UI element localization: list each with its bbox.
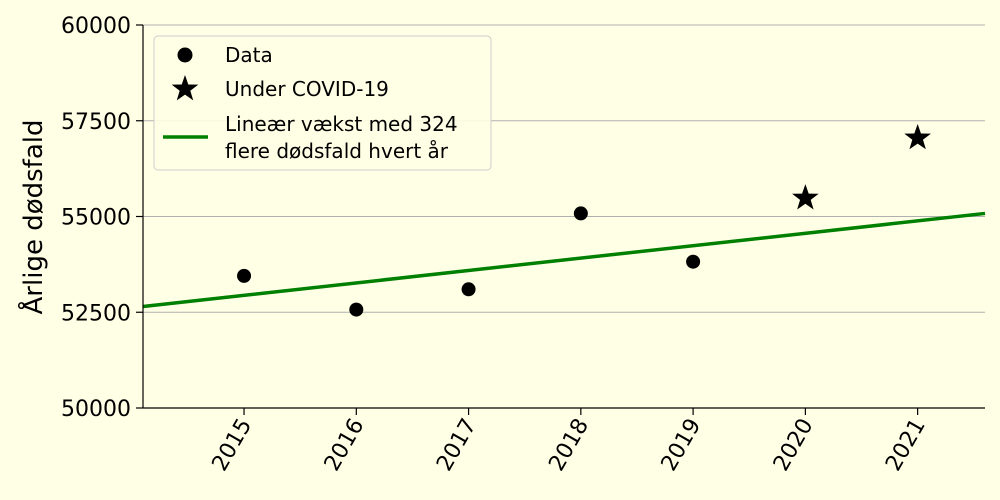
x-ticks: 2015 2016 2017 2018 2019 2020 2021 bbox=[208, 408, 931, 475]
covid-star-point bbox=[904, 123, 931, 150]
x-tick-label: 2020 bbox=[769, 415, 819, 476]
trend-line bbox=[142, 211, 986, 309]
covid-star-point bbox=[792, 184, 819, 210]
data-point bbox=[686, 254, 701, 269]
y-tick-label: 50000 bbox=[61, 397, 131, 422]
data-point bbox=[349, 302, 364, 317]
data-point bbox=[237, 268, 252, 283]
legend-box bbox=[153, 35, 492, 171]
data-point bbox=[573, 206, 588, 221]
data-point bbox=[461, 282, 476, 297]
x-tick-label: 2016 bbox=[320, 415, 370, 476]
legend-label: Data bbox=[225, 43, 273, 67]
series-layer bbox=[142, 123, 986, 317]
legend: Data Under COVID-19 Lineær vækst med 324 fl… bbox=[153, 35, 492, 171]
y-ticks: 50000 52500 55000 57500 60000 bbox=[61, 14, 143, 422]
x-tick-label: 2019 bbox=[657, 415, 707, 476]
legend-data-marker bbox=[177, 47, 193, 63]
legend-label: Lineær vækst med 324 bbox=[225, 112, 458, 136]
legend-star-marker bbox=[171, 75, 199, 101]
y-axis-label: Årlige dødsfald bbox=[17, 120, 49, 315]
y-tick-label: 57500 bbox=[61, 110, 131, 135]
x-tick-label: 2015 bbox=[208, 415, 258, 476]
x-tick-label: 2017 bbox=[432, 415, 482, 476]
legend-label: Under COVID-19 bbox=[225, 77, 389, 101]
y-tick-label: 60000 bbox=[61, 14, 131, 39]
x-tick-label: 2018 bbox=[544, 415, 594, 476]
y-tick-label: 52500 bbox=[61, 301, 131, 326]
legend-label: flere dødsfald hvert år bbox=[225, 139, 449, 163]
x-tick-label: 2021 bbox=[881, 415, 931, 476]
y-tick-label: 55000 bbox=[61, 206, 131, 231]
